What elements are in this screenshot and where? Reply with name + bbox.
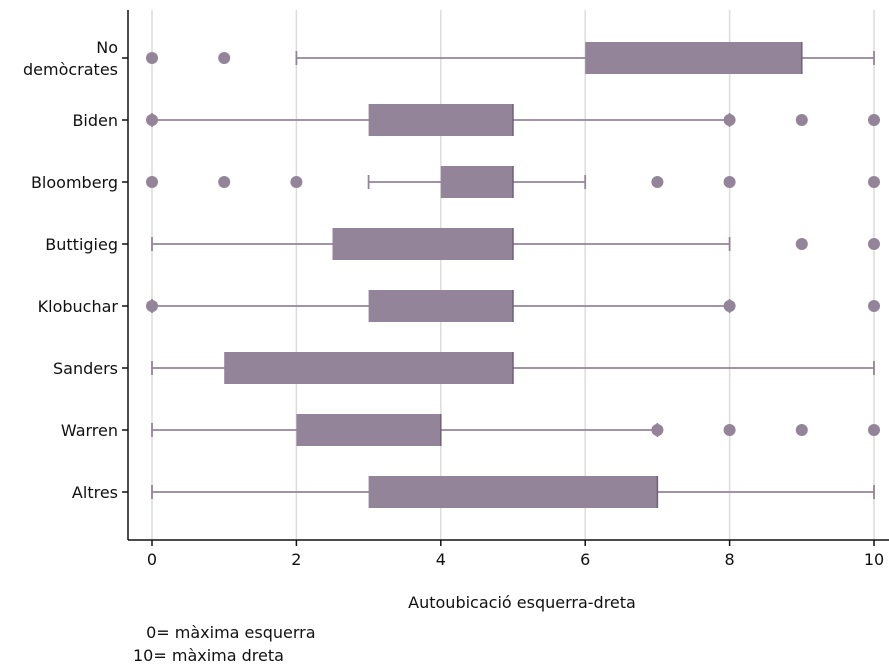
x-tick-label-2: 2	[291, 550, 301, 569]
iqr-box-warren	[296, 414, 441, 446]
x-tick-labels: 0 2 4 6 8 10	[147, 550, 884, 569]
iqr-box-no-dem-crates	[585, 42, 802, 74]
outlier-point-biden	[146, 114, 158, 126]
outlier-point-no-dem-crates	[146, 52, 158, 64]
outlier-point-warren	[651, 424, 664, 436]
outlier-point-bloomberg	[723, 176, 736, 188]
x-tick-label-4: 4	[436, 550, 446, 569]
outlier-point-biden	[868, 114, 880, 126]
category-label-biden: Biden	[72, 111, 118, 130]
outlier-point-klobuchar	[723, 300, 736, 312]
scale-note-max: 10= màxima dreta	[133, 646, 284, 665]
category-labels: No demòcrates Biden Bloomberg Buttigieg Klobu…	[23, 38, 118, 502]
category-label-no-dem-crates: No	[96, 38, 118, 57]
outlier-point-buttigieg	[795, 238, 808, 250]
scale-note-min: 0= màxima esquerra	[141, 623, 316, 642]
outlier-point-bloomberg	[290, 176, 303, 188]
outlier-point-klobuchar	[146, 300, 158, 312]
category-label-sanders: Sanders	[53, 359, 118, 378]
grid-lines	[151, 10, 875, 540]
iqr-box-altres	[368, 476, 658, 508]
iqr-box-biden	[368, 104, 513, 136]
outlier-point-warren	[723, 424, 736, 436]
category-label-no-dem-crates: demòcrates	[23, 60, 118, 79]
iqr-box-sanders	[224, 352, 513, 384]
outlier-point-bloomberg	[651, 176, 664, 188]
x-axis-label: Autoubicació esquerra-dreta	[408, 593, 636, 612]
outlier-point-warren	[795, 424, 808, 436]
category-label-warren: Warren	[61, 421, 118, 440]
x-tick-label-6: 6	[580, 550, 590, 569]
iqr-box-bloomberg	[440, 166, 513, 198]
category-label-bloomberg: Bloomberg	[31, 173, 118, 192]
outlier-point-biden	[723, 114, 736, 126]
iqr-box-buttigieg	[332, 228, 513, 260]
category-label-buttigieg: Buttigieg	[45, 235, 118, 254]
category-label-klobuchar: Klobuchar	[38, 297, 119, 316]
outlier-point-biden	[795, 114, 808, 126]
x-tick-label-8: 8	[725, 550, 735, 569]
outlier-point-bloomberg	[146, 176, 158, 188]
outlier-point-no-dem-crates	[218, 52, 231, 64]
outlier-point-buttigieg	[868, 238, 880, 250]
iqr-box-klobuchar	[368, 290, 513, 322]
outlier-point-bloomberg	[868, 176, 880, 188]
outlier-point-klobuchar	[868, 300, 880, 312]
x-tick-label-0: 0	[147, 550, 157, 569]
outlier-point-bloomberg	[218, 176, 231, 188]
boxplot-series	[146, 42, 880, 508]
category-label-altres: Altres	[72, 483, 118, 502]
outlier-point-warren	[868, 424, 880, 436]
x-tick-label-10: 10	[864, 550, 884, 569]
axes	[122, 10, 889, 546]
